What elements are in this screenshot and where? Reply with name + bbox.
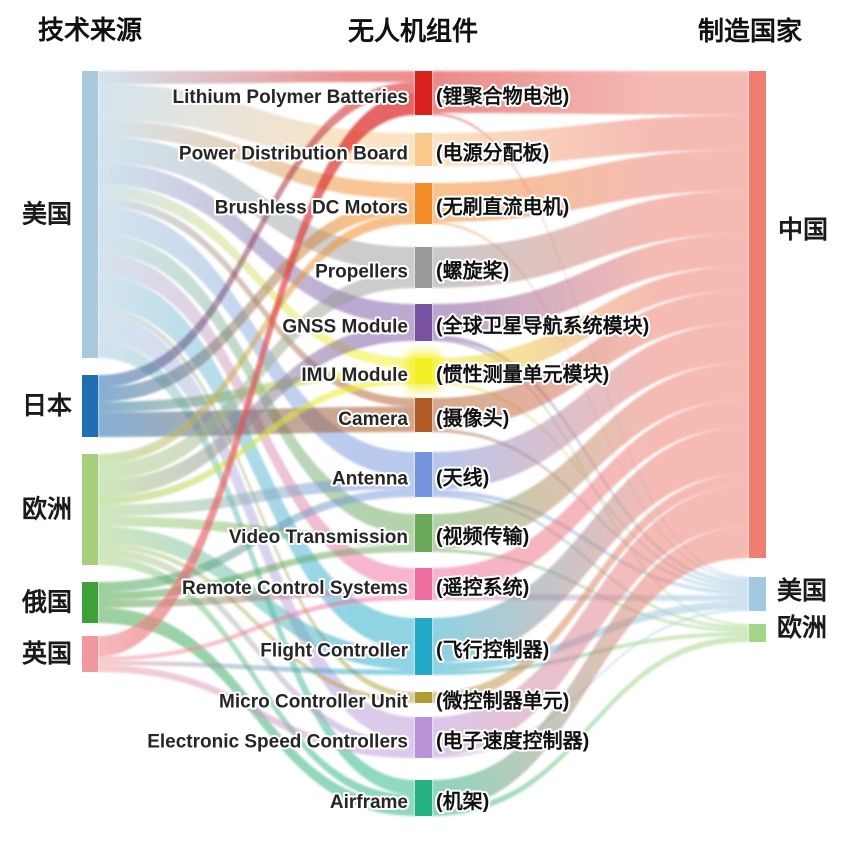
- svg-text:GNSS Module: GNSS Module: [282, 317, 408, 338]
- svg-text:制造国家: 制造国家: [698, 16, 802, 46]
- svg-text:Micro Controller Unit: Micro Controller Unit: [219, 692, 409, 713]
- svg-text:(微控制器单元): (微控制器单元): [436, 689, 569, 713]
- svg-text:欧洲: 欧洲: [777, 613, 827, 642]
- svg-text:欧洲: 欧洲: [22, 495, 72, 524]
- svg-text:美国: 美国: [777, 576, 827, 605]
- svg-text:日本: 日本: [22, 392, 72, 420]
- svg-text:(无刷直流电机): (无刷直流电机): [436, 195, 569, 219]
- svg-text:俄国: 俄国: [21, 589, 72, 617]
- svg-text:Airframe: Airframe: [330, 792, 408, 813]
- svg-text:Video Transmission: Video Transmission: [229, 527, 408, 548]
- svg-text:(锂聚合物电池): (锂聚合物电池): [436, 84, 569, 108]
- svg-text:Electronic Speed Controllers: Electronic Speed Controllers: [147, 732, 408, 753]
- svg-text:技术来源: 技术来源: [38, 15, 142, 45]
- svg-text:无人机组件: 无人机组件: [348, 16, 478, 46]
- svg-text:英国: 英国: [22, 640, 72, 668]
- svg-text:Antenna: Antenna: [332, 469, 408, 490]
- svg-text:Lithium Polymer Batteries: Lithium Polymer Batteries: [173, 87, 408, 108]
- svg-text:(摄像头): (摄像头): [436, 406, 509, 430]
- svg-text:(电子速度控制器): (电子速度控制器): [436, 729, 589, 753]
- svg-text:(电源分配板): (电源分配板): [436, 141, 549, 165]
- svg-text:Power Distribution Board: Power Distribution Board: [179, 144, 408, 165]
- svg-text:Brushless DC Motors: Brushless DC Motors: [215, 198, 408, 219]
- svg-text:Propellers: Propellers: [315, 262, 408, 283]
- svg-text:(全球卫星导航系统模块): (全球卫星导航系统模块): [436, 314, 649, 338]
- svg-text:Flight Controller: Flight Controller: [260, 641, 408, 662]
- svg-text:(螺旋桨): (螺旋桨): [436, 259, 509, 283]
- svg-text:中国: 中国: [778, 216, 828, 244]
- svg-text:美国: 美国: [22, 200, 72, 229]
- svg-text:(飞行控制器): (飞行控制器): [436, 638, 549, 662]
- svg-text:Camera: Camera: [338, 409, 408, 430]
- svg-text:(视频传输): (视频传输): [436, 524, 529, 548]
- svg-text:Remote Control Systems: Remote Control Systems: [182, 578, 408, 599]
- svg-text:(遥控系统): (遥控系统): [436, 575, 529, 599]
- svg-text:(惯性测量单元模块): (惯性测量单元模块): [436, 362, 609, 386]
- svg-text:IMU Module: IMU Module: [301, 365, 408, 386]
- svg-text:(机架): (机架): [436, 789, 489, 813]
- svg-text:(天线): (天线): [436, 466, 489, 490]
